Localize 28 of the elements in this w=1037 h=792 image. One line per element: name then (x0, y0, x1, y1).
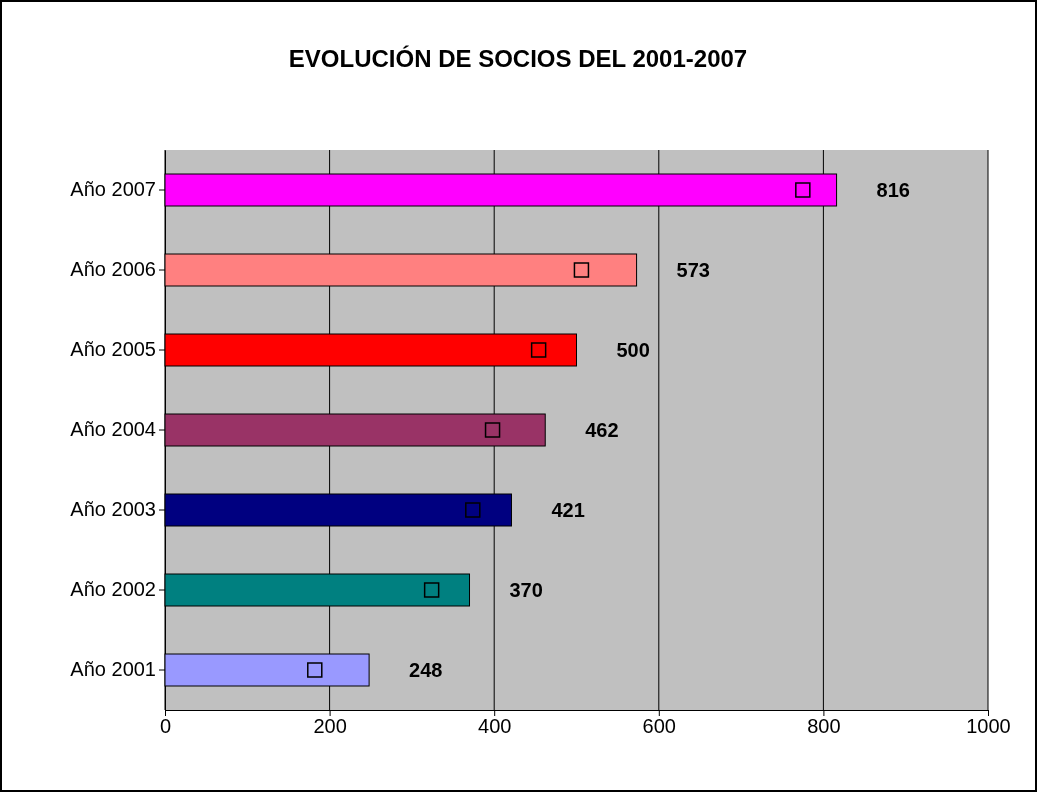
y-tick-label: Año 2007 (70, 178, 156, 201)
y-tick-label: Año 2001 (70, 658, 156, 681)
point (573, 262, 590, 278)
x-tick-label: 1000 (966, 715, 1011, 738)
point (795, 182, 811, 198)
data-label: 248 (409, 659, 443, 681)
point (465, 502, 481, 518)
point (423, 582, 440, 598)
point (307, 662, 323, 678)
data-label: 370 (509, 579, 543, 601)
y-tick-label: Año 2006 (70, 258, 156, 281)
y-tick-label: Año 2005 (70, 338, 156, 361)
point (484, 422, 501, 438)
x-tick-label: 600 (642, 715, 676, 738)
data-label: 421 (551, 499, 585, 521)
data-label: 462 (585, 419, 619, 441)
x-tick-label: 200 (313, 715, 347, 738)
x-tick-label: 800 (807, 715, 841, 738)
data-label: 500 (616, 339, 650, 361)
y-tick-label: Año 2003 (70, 498, 156, 521)
point (530, 342, 547, 358)
data-label: 816 (876, 179, 910, 201)
data-label: 573 (676, 259, 710, 281)
x-tick-label: 0 (159, 715, 172, 738)
x-tick-label: 400 (478, 715, 512, 738)
chart-title: EVOLUCIÓN DE SOCIOS DEL 2001-2007 (288, 45, 748, 72)
y-tick-label: Año 2002 (70, 578, 156, 601)
y-tick-label: Año 2004 (70, 418, 156, 441)
